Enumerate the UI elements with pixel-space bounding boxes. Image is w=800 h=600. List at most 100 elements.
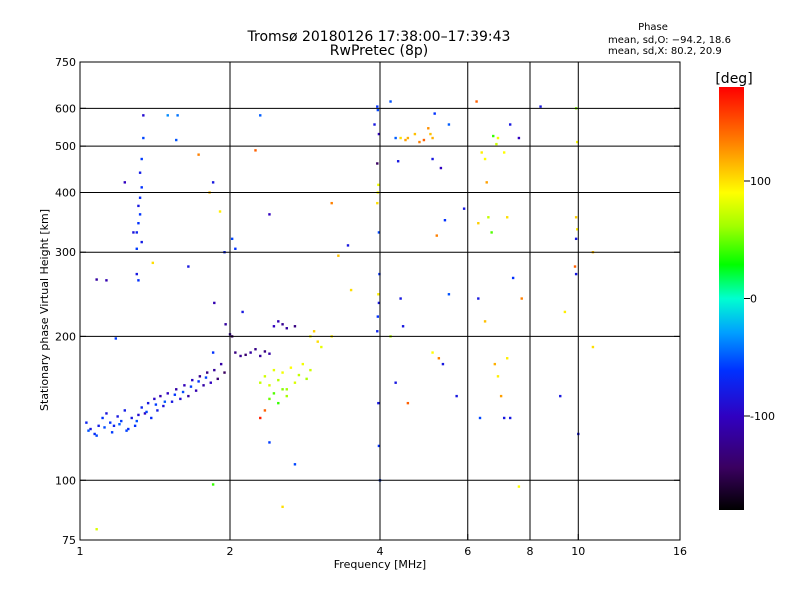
data-point <box>198 375 202 378</box>
data-point <box>140 406 143 409</box>
data-point <box>137 222 140 225</box>
y-tick-label: 75 <box>62 534 76 547</box>
data-point <box>406 136 410 140</box>
data-point <box>112 424 116 428</box>
data-point <box>437 357 441 360</box>
data-point <box>316 340 319 343</box>
data-point <box>293 325 297 328</box>
data-point <box>197 153 200 156</box>
data-point <box>429 132 432 136</box>
data-point <box>502 416 506 420</box>
data-point <box>85 421 88 424</box>
data-point <box>259 416 262 420</box>
data-point <box>135 419 138 423</box>
data-point <box>377 231 381 234</box>
data-point <box>197 380 200 383</box>
data-point <box>508 123 512 126</box>
data-point <box>223 371 226 374</box>
data-point <box>490 231 493 234</box>
data-point <box>263 375 267 378</box>
data-point <box>263 409 267 412</box>
data-point <box>166 392 169 395</box>
data-point <box>277 320 280 323</box>
data-point <box>281 388 284 391</box>
data-point <box>396 160 400 163</box>
phase-stats-x: mean, sd,X: 80.2, 20.9 <box>608 46 722 57</box>
data-point <box>483 157 487 161</box>
data-point <box>447 123 451 126</box>
data-point <box>462 207 466 210</box>
data-point <box>281 505 284 509</box>
x-tick-label: 6 <box>464 545 471 558</box>
data-point <box>376 105 379 108</box>
data-point <box>216 377 219 381</box>
y-tick-label: 750 <box>55 56 76 69</box>
data-point <box>109 421 112 424</box>
data-point <box>130 416 133 420</box>
y-tick-label: 400 <box>55 186 76 199</box>
data-point <box>499 394 503 398</box>
data-point <box>127 427 130 431</box>
x-tick-label: 16 <box>673 545 687 558</box>
data-point <box>559 394 562 398</box>
data-point <box>520 297 523 300</box>
data-point <box>574 216 578 219</box>
data-point <box>285 388 288 391</box>
data-point <box>312 330 316 333</box>
data-point <box>293 463 297 466</box>
data-point <box>95 278 98 281</box>
data-point <box>496 136 500 140</box>
data-point <box>87 429 90 432</box>
data-point <box>505 357 509 360</box>
data-point <box>268 352 271 355</box>
data-point <box>508 416 512 420</box>
data-point <box>162 404 165 408</box>
data-point <box>140 240 143 244</box>
y-tick-label: 100 <box>55 474 76 487</box>
data-point <box>105 412 108 415</box>
data-point <box>377 401 380 405</box>
data-point <box>330 201 333 205</box>
colorbar-tick-label: -100 <box>750 410 775 423</box>
data-point <box>272 325 276 328</box>
data-point <box>373 123 376 126</box>
data-point <box>146 401 150 405</box>
y-tick-label: 200 <box>55 330 76 343</box>
data-point <box>259 354 262 358</box>
data-point <box>268 213 271 216</box>
data-point <box>175 388 178 391</box>
data-point <box>191 378 194 382</box>
colorbar-tick-label: 100 <box>750 175 771 188</box>
data-point <box>187 265 190 268</box>
data-point <box>591 345 595 349</box>
data-point <box>213 368 216 372</box>
data-points <box>85 100 595 531</box>
chart-title: Tromsø 20180126 17:38:00–17:39:43 <box>247 29 511 45</box>
y-tick-label: 600 <box>55 102 76 115</box>
data-point <box>105 279 108 282</box>
data-point <box>156 409 159 412</box>
y-axis-ticks: 75 100 200 300 400 500 600 750 <box>55 56 680 547</box>
data-point <box>511 276 515 280</box>
data-point <box>140 186 143 189</box>
y-tick-label: 500 <box>55 140 76 153</box>
data-point <box>576 140 579 144</box>
data-point <box>320 345 323 349</box>
data-point <box>211 181 215 184</box>
data-point <box>110 431 114 434</box>
data-point <box>170 400 174 403</box>
data-point <box>478 416 482 420</box>
data-point <box>378 272 381 276</box>
data-point <box>143 412 147 415</box>
data-point <box>183 384 186 387</box>
data-point <box>389 100 392 103</box>
data-point <box>349 288 353 292</box>
data-point <box>259 381 262 384</box>
data-point <box>153 397 156 401</box>
data-point <box>394 381 397 384</box>
data-point <box>297 373 301 377</box>
y-tick-label: 300 <box>55 246 76 259</box>
data-point <box>187 394 190 398</box>
data-point <box>493 362 497 366</box>
